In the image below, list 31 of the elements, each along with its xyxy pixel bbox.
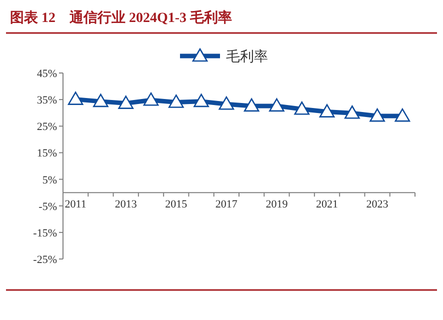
point — [118, 96, 134, 109]
point — [244, 98, 260, 112]
point — [194, 94, 209, 108]
point — [269, 98, 284, 112]
y-tick-label: -15% — [33, 227, 57, 240]
legend-label: 毛利率 — [226, 49, 268, 65]
y-tick-label: 15% — [36, 148, 57, 160]
y-tick-label: 5% — [42, 174, 57, 186]
point — [344, 105, 360, 119]
point — [68, 92, 84, 105]
point — [143, 92, 159, 106]
x-tick-label: 2017 — [215, 198, 238, 211]
x-tick-label: 2023 — [366, 198, 389, 211]
point — [93, 94, 108, 108]
x-tick-label: 2019 — [266, 198, 288, 211]
y-tick-label: 25% — [36, 121, 57, 134]
point — [168, 94, 184, 108]
y-tick-label: 45% — [36, 68, 57, 80]
point — [319, 104, 335, 118]
point — [218, 96, 234, 110]
x-tick-label: 2015 — [165, 198, 188, 211]
y-tick-label: -5% — [38, 200, 57, 213]
point — [294, 101, 310, 115]
chart-title: 图表 12 通信行业 2024Q1-3 毛利率 — [10, 9, 232, 26]
point — [370, 108, 385, 122]
x-tick-label: 2011 — [64, 198, 86, 211]
x-tick-label: 2013 — [114, 198, 138, 211]
y-tick-label: 35% — [36, 94, 57, 107]
point — [394, 108, 410, 122]
x-tick-label: 2021 — [316, 198, 338, 211]
y-tick-label: -25% — [33, 254, 57, 266]
